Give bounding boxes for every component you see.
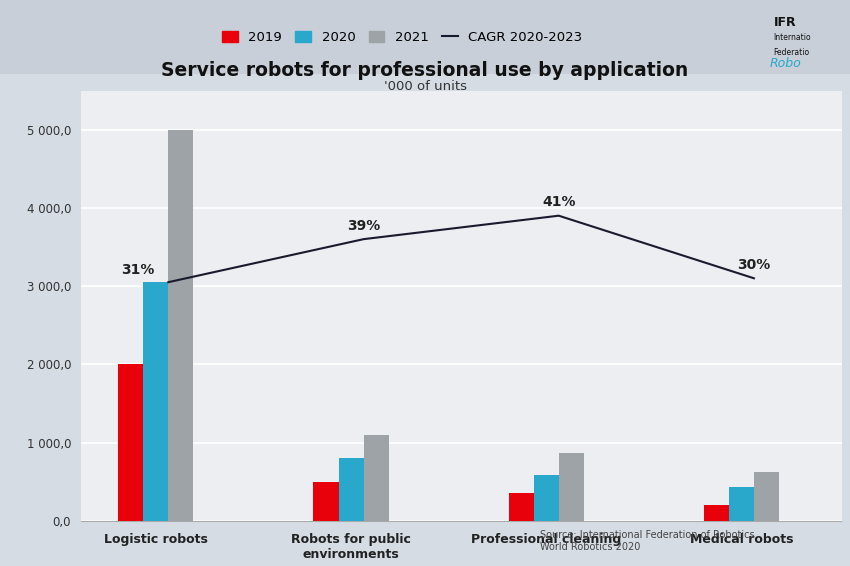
Bar [314,482,338,521]
Text: Service robots for professional use by application: Service robots for professional use by a… [162,61,689,80]
Text: Internatio: Internatio [774,33,811,42]
Bar [364,435,388,521]
Text: Robo: Robo [769,57,801,70]
Bar [168,130,193,521]
Bar [704,505,729,521]
Text: 41%: 41% [542,195,575,209]
Bar [534,475,558,521]
Text: 39%: 39% [347,219,380,233]
Text: IFR: IFR [774,16,796,29]
Text: 31%: 31% [122,264,155,277]
Text: Source: International Federation of Robotics
World Robotics 2020: Source: International Federation of Robo… [540,530,755,552]
Text: 30%: 30% [737,258,771,272]
Bar [118,365,144,521]
Legend: 2019, 2020, 2021, CAGR 2020-2023: 2019, 2020, 2021, CAGR 2020-2023 [217,26,588,50]
Text: '000 of units: '000 of units [383,80,467,93]
Bar [508,494,534,521]
Bar [754,472,779,521]
Bar [338,458,364,521]
Bar [729,487,754,521]
Text: Federatio: Federatio [774,48,809,57]
Bar [558,453,584,521]
Bar [144,282,168,521]
